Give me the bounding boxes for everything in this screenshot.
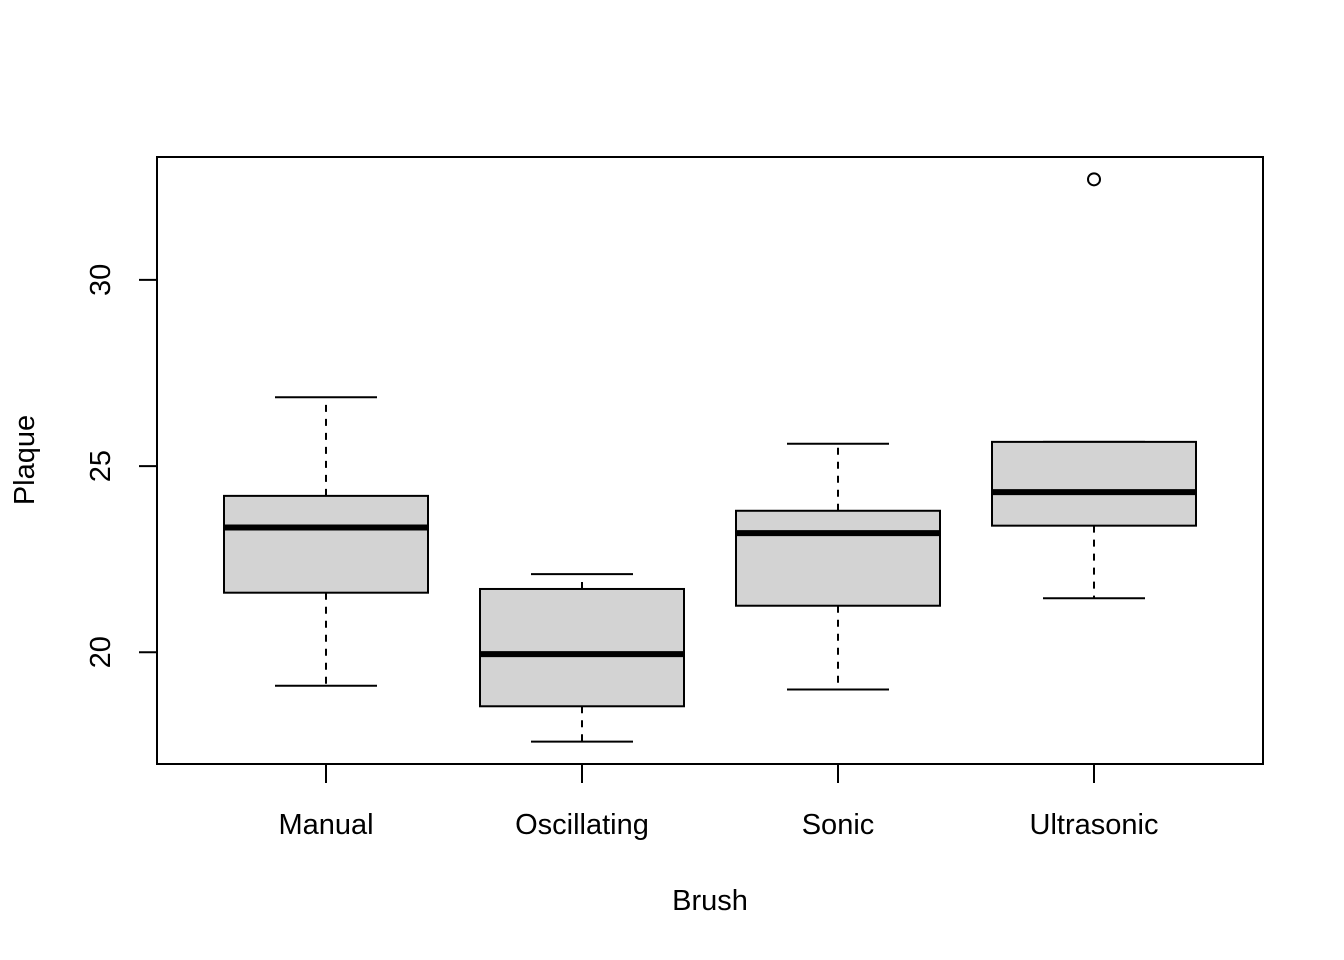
iqr-box-ultrasonic [991,440,1197,527]
y-axis-label: Plaque [9,415,41,505]
iqr-box-sonic [735,509,941,607]
x-tick-label-oscillating: Oscillating [515,809,649,841]
x-tick-label-ultrasonic: Ultrasonic [1030,809,1159,841]
x-axis: Manual Oscillating Sonic Ultrasonic [278,764,1158,841]
x-axis-label: Brush [672,885,748,917]
iqr-box-manual [223,494,429,594]
box-group-oscillating [479,573,685,743]
y-axis: 20 25 30 [85,264,157,668]
x-tick-label-manual: Manual [278,809,373,841]
iqr-box-oscillating [479,587,685,708]
x-tick-label-sonic: Sonic [802,809,875,841]
plot-frame [156,156,1264,765]
y-tick-label-25: 25 [85,450,117,482]
box-group-ultrasonic [991,172,1197,600]
boxes [223,172,1197,743]
box-group-manual [223,396,429,687]
box-group-sonic [735,442,941,691]
outlier-point-ultrasonic-0 [1087,172,1101,187]
y-tick-label-20: 20 [85,636,117,668]
y-tick-label-30: 30 [85,264,117,296]
